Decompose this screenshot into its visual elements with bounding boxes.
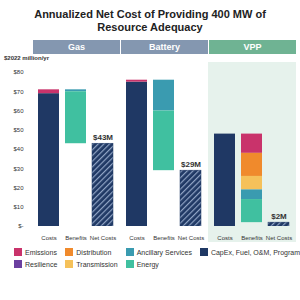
html-text:$2022 million/yr: $2022 million/yr <box>4 55 49 61</box>
svg-text:Costs: Costs <box>41 235 56 241</box>
svg-text:$20: $20 <box>13 185 24 191</box>
svg-text:$60: $60 <box>13 108 24 114</box>
svg-text:Net Costs: Net Costs <box>266 235 292 241</box>
html-text:VPP: VPP <box>243 42 262 52</box>
html-text:Annualized Net Cost of Providi: Annualized Net Cost of Providing 400 MW … <box>34 8 266 33</box>
svg-text:$40: $40 <box>13 146 24 152</box>
svg-text:Benefits: Benefits <box>241 235 263 241</box>
html-text:Distribution: Distribution <box>76 248 112 256</box>
svg-text:$80: $80 <box>13 69 24 75</box>
svg-text:$30: $30 <box>13 166 24 172</box>
html-text:Transmission: Transmission <box>76 260 118 268</box>
html-text:Ancillary Services: Ancillary Services <box>136 248 192 256</box>
svg-text:$43M: $43M <box>93 133 113 142</box>
html-text:Energy: Energy <box>136 260 159 268</box>
svg-text:Benefits: Benefits <box>65 235 87 241</box>
svg-text:Costs: Costs <box>129 235 144 241</box>
svg-text:$2M: $2M <box>271 212 287 221</box>
html-text:Battery: Battery <box>149 42 180 52</box>
svg-text:$50: $50 <box>13 127 24 133</box>
svg-text:Benefits: Benefits <box>153 235 175 241</box>
svg-text:$70: $70 <box>13 89 24 95</box>
svg-text:$10: $10 <box>13 204 24 210</box>
html-text:Resilience: Resilience <box>25 260 58 268</box>
html-text:Emissions: Emissions <box>25 248 57 256</box>
svg-text:$-: $- <box>18 223 23 229</box>
svg-text:Net Costs: Net Costs <box>90 235 116 241</box>
svg-text:Net Costs: Net Costs <box>178 235 204 241</box>
svg-text:$29M: $29M <box>181 160 201 169</box>
html-text:Gas: Gas <box>68 42 85 52</box>
svg-text:Costs: Costs <box>217 235 232 241</box>
